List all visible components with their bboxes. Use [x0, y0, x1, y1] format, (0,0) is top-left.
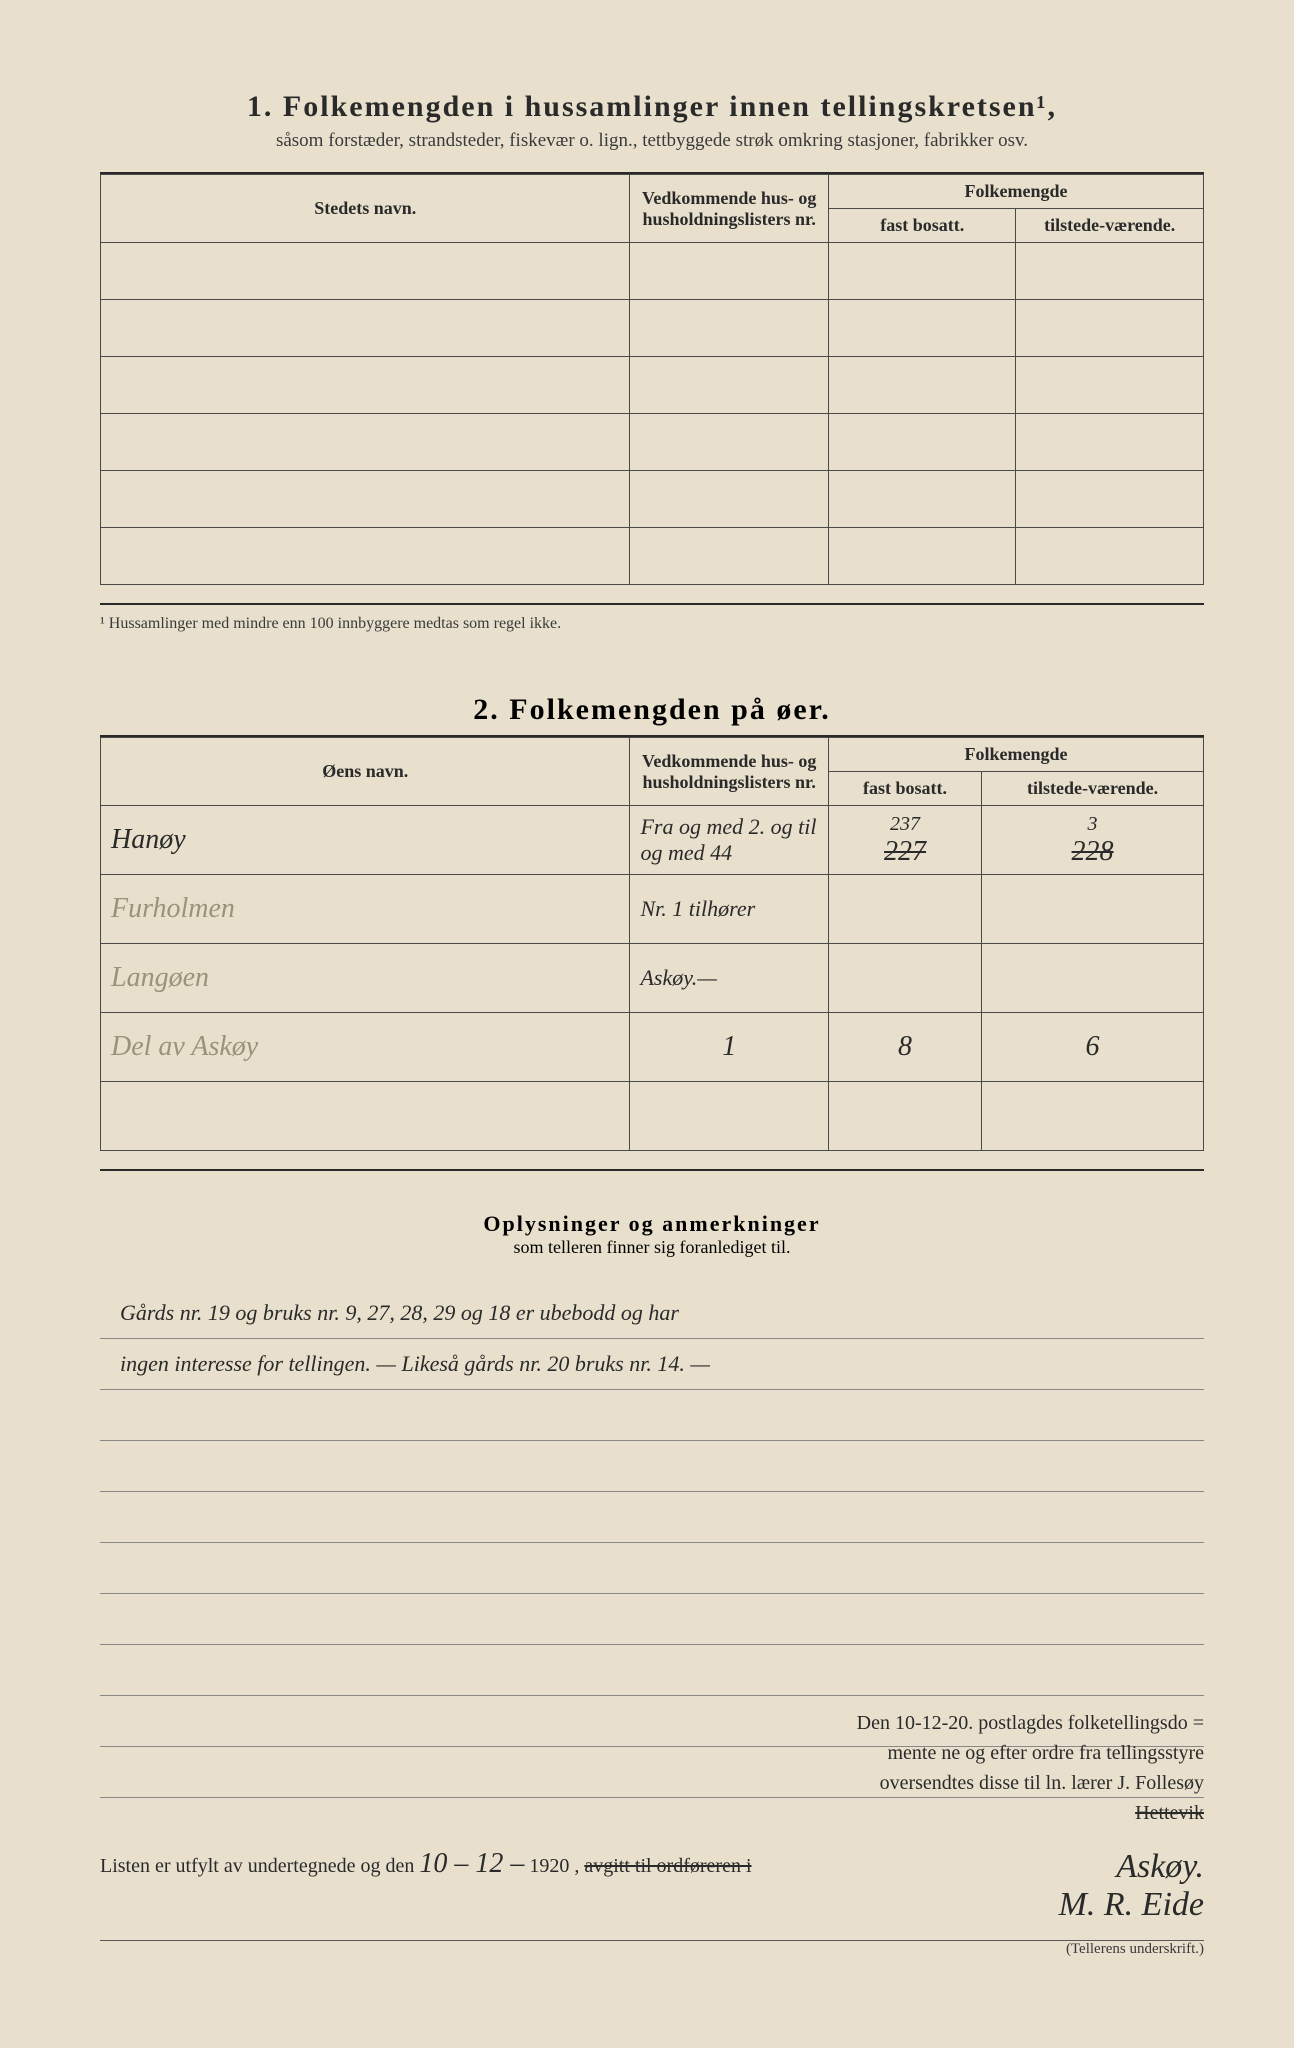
- col-tilstede: tilstede-værende.: [982, 772, 1204, 806]
- place: Askøy.: [1059, 1848, 1204, 1886]
- col-name: Stedets navn.: [101, 175, 630, 243]
- notes-line: [100, 1390, 1204, 1441]
- oplysninger-title: Oplysninger og anmerkninger: [100, 1211, 1204, 1237]
- divider: [100, 1169, 1204, 1171]
- cell-list: Fra og med 2. og til og med 44: [630, 806, 829, 875]
- table-row: [101, 414, 1204, 471]
- cell-tilstede: 6: [982, 1013, 1204, 1082]
- table-row: [101, 1082, 1204, 1151]
- cell-tilstede: [982, 875, 1204, 944]
- signature-label: (Tellerens underskrift.): [100, 1941, 1204, 1958]
- table-row: Furholmen Nr. 1 tilhører: [101, 875, 1204, 944]
- table-row: [101, 528, 1204, 585]
- census-form-page: 1. Folkemengden i hussamlinger innen tel…: [0, 0, 1294, 2048]
- table-row: Langøen Askøy.—: [101, 944, 1204, 1013]
- notes-line: [100, 1645, 1204, 1696]
- cell-name: Del av Askøy: [101, 1013, 630, 1082]
- divider: [100, 603, 1204, 605]
- cell-fast: [828, 944, 981, 1013]
- col-name: Øens navn.: [101, 738, 630, 806]
- col-fast: fast bosatt.: [828, 209, 1016, 243]
- section2-title: 2. Folkemengden på øer.: [100, 693, 1204, 727]
- footnote: ¹ Hussamlinger med mindre enn 100 innbyg…: [100, 615, 1204, 633]
- cell-fast: 237 227: [828, 806, 981, 875]
- col-folkemengde: Folkemengde: [828, 738, 1203, 772]
- cell-list: 1: [630, 1013, 829, 1082]
- cell-fast: [828, 875, 981, 944]
- cell-fast: 8: [828, 1013, 981, 1082]
- col-list: Vedkommende hus- og husholdningslisters …: [630, 738, 829, 806]
- oplysninger-subtitle: som telleren finner sig foranlediget til…: [100, 1237, 1204, 1258]
- col-folkemengde: Folkemengde: [828, 175, 1203, 209]
- cell-name: Hanøy: [101, 806, 630, 875]
- notes-line: [100, 1441, 1204, 1492]
- col-list: Vedkommende hus- og husholdningslisters …: [630, 175, 829, 243]
- signature: M. R. Eide: [1059, 1886, 1204, 1924]
- table-row: [101, 243, 1204, 300]
- cell-list: Nr. 1 tilhører: [630, 875, 829, 944]
- table-row: Del av Askøy 1 8 6: [101, 1013, 1204, 1082]
- notes-line: ingen interesse for tellingen. — Likeså …: [100, 1339, 1204, 1390]
- table-row: [101, 357, 1204, 414]
- table-hussamlinger: Stedets navn. Vedkommende hus- og hushol…: [100, 174, 1204, 585]
- signature-line: Listen er utfylt av undertegnede og den …: [100, 1848, 1204, 1880]
- table-oer: Øens navn. Vedkommende hus- og husholdni…: [100, 737, 1204, 1151]
- table-row: Hanøy Fra og med 2. og til og med 44 237…: [101, 806, 1204, 875]
- notes-line: Gårds nr. 19 og bruks nr. 9, 27, 28, 29 …: [100, 1288, 1204, 1339]
- cell-list: Askøy.—: [630, 944, 829, 1013]
- bottom-section: Den 10-12-20. postlagdes folketellingsdo…: [100, 1708, 1204, 1958]
- notes-line: [100, 1594, 1204, 1645]
- margin-note: Den 10-12-20. postlagdes folketellingsdo…: [100, 1708, 1204, 1828]
- notes-line: [100, 1492, 1204, 1543]
- section1-title: 1. Folkemengden i hussamlinger innen tel…: [100, 90, 1204, 124]
- cell-tilstede: 3 228: [982, 806, 1204, 875]
- cell-tilstede: [982, 944, 1204, 1013]
- cell-name: Furholmen: [101, 875, 630, 944]
- table-row: [101, 471, 1204, 528]
- notes-line: [100, 1543, 1204, 1594]
- col-fast: fast bosatt.: [828, 772, 981, 806]
- section1-subtitle: såsom forstæder, strandsteder, fiskevær …: [100, 130, 1204, 152]
- table-row: [101, 300, 1204, 357]
- col-tilstede: tilstede-værende.: [1016, 209, 1204, 243]
- cell-name: Langøen: [101, 944, 630, 1013]
